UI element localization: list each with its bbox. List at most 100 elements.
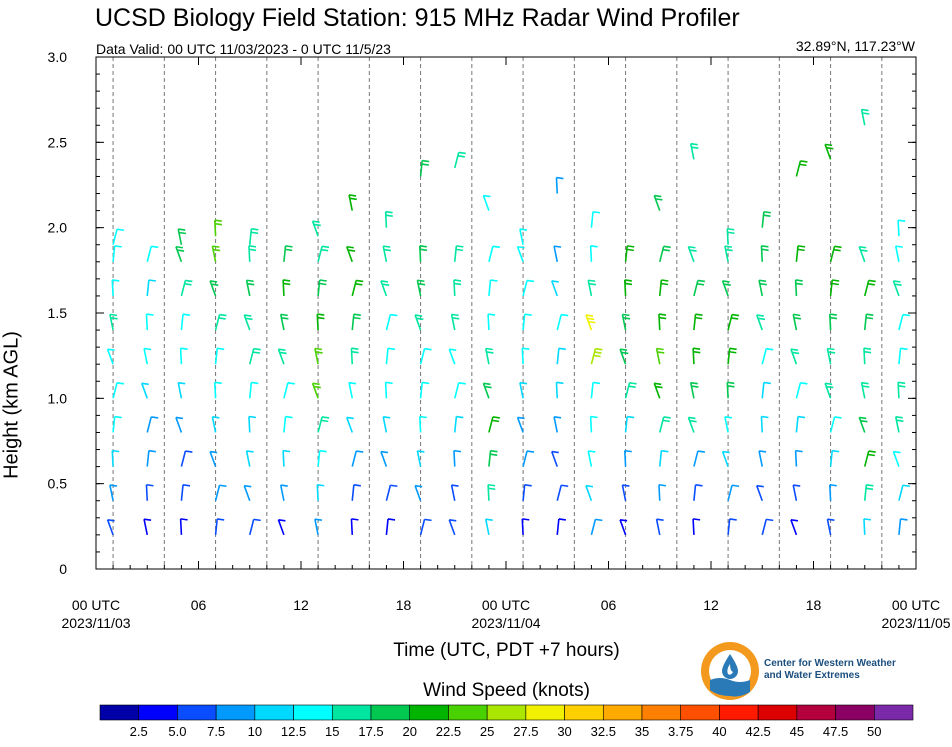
wind-barb-flag <box>864 350 872 354</box>
y-tick-label: 1.5 <box>48 305 68 321</box>
wind-barb <box>727 518 731 535</box>
wind-barb-flag <box>590 415 598 419</box>
colorbar-box <box>641 704 682 721</box>
wind-barb-flag <box>517 416 525 420</box>
wind-barb-flag <box>697 279 705 283</box>
wind-barb <box>858 246 866 263</box>
wind-barb <box>248 382 253 399</box>
wind-barb-flag <box>455 248 464 252</box>
wind-barb <box>756 485 764 502</box>
wind-barb <box>653 195 661 211</box>
wind-barb <box>551 280 559 297</box>
wind-barb-flag <box>218 317 226 320</box>
wind-barb-flag <box>763 210 771 214</box>
wind-barb-flag <box>112 279 120 282</box>
wind-barb-flag <box>212 415 220 419</box>
wind-barb <box>448 519 456 536</box>
colorbar-label: 50 <box>867 724 881 739</box>
wind-barb-flag <box>757 317 766 321</box>
wind-barb-flag <box>248 415 257 419</box>
wind-barb-flag <box>902 484 910 488</box>
wind-barb-flag <box>868 450 876 453</box>
x-tick-label: 00 UTC <box>482 597 530 613</box>
wind-barb <box>658 279 663 297</box>
wind-barb-flag <box>483 194 491 198</box>
logo-swirl-icon <box>727 664 733 675</box>
wind-barb-flag <box>688 245 696 249</box>
wind-barb-flag <box>490 279 498 282</box>
wind-barb-flag <box>451 484 459 487</box>
wind-barb-flag <box>795 279 803 282</box>
wind-barb-flag <box>588 282 597 286</box>
wind-barb-flag <box>863 518 872 521</box>
wind-barb-flag <box>184 283 192 286</box>
wind-barb-flag <box>451 313 459 317</box>
station-coordinates: 32.89°N, 117.23°W <box>795 38 915 54</box>
wind-barb <box>761 348 767 365</box>
wind-barb-flag <box>526 450 535 453</box>
wind-barb <box>179 518 183 535</box>
colorbar-box <box>719 704 759 721</box>
wind-barb <box>382 416 388 433</box>
wind-barb-flag <box>790 519 799 522</box>
wind-barb <box>448 348 456 365</box>
wind-barb-flag <box>758 279 767 283</box>
wind-barb <box>658 246 665 262</box>
wind-barb-flag <box>211 283 219 286</box>
wind-barb <box>106 519 114 536</box>
wind-barb-flag <box>626 248 634 252</box>
wind-barb <box>624 416 628 433</box>
wind-barb-flag <box>761 415 769 419</box>
wind-barb-flag <box>795 282 803 286</box>
wind-barb-flag <box>416 317 424 321</box>
wind-barb-flag <box>624 282 633 286</box>
wind-barb-flag <box>246 450 254 453</box>
wind-barb <box>658 484 661 501</box>
wind-barb-flag <box>214 222 223 226</box>
wind-barb-flag <box>517 245 525 249</box>
wind-barb <box>829 450 833 467</box>
wind-barb-flag <box>212 248 221 252</box>
wind-barb-flag <box>758 450 767 453</box>
wind-barb-flag <box>417 282 426 286</box>
wind-barb <box>522 484 526 501</box>
wind-barb-flag <box>585 484 594 488</box>
wind-barb-flag <box>177 249 185 252</box>
wind-barb <box>756 314 764 331</box>
wind-barb <box>214 348 218 365</box>
wind-barb-flag <box>414 484 423 488</box>
wind-barb-flag <box>556 176 564 180</box>
wind-barb <box>553 416 559 433</box>
wind-barb-flag <box>319 449 327 453</box>
wind-barb-flag <box>355 283 363 286</box>
wind-barb-flag <box>283 282 291 286</box>
wind-barb <box>385 348 389 365</box>
wind-barb <box>692 518 695 535</box>
y-tick-label: 3.0 <box>48 49 68 65</box>
wind-barb-flag <box>492 245 500 249</box>
wind-barb-flag <box>724 415 733 419</box>
wind-barb-flag <box>519 381 528 385</box>
wind-barb-flag <box>485 518 493 521</box>
wind-barb <box>863 484 868 501</box>
wind-barb <box>350 518 354 535</box>
wind-barb-flag <box>287 382 295 385</box>
colorbar-label: 7.5 <box>207 724 225 739</box>
wind-barb <box>587 280 593 297</box>
colorbar-box <box>680 704 720 721</box>
wind-barb-flag <box>894 283 902 286</box>
wind-barb-flag <box>490 449 498 453</box>
wind-barb <box>858 417 866 433</box>
wind-barb <box>419 382 423 399</box>
wind-barb-flag <box>178 231 187 235</box>
wind-barb-flag <box>321 248 329 252</box>
wind-barb-flag <box>285 248 293 252</box>
wind-barb <box>828 484 832 501</box>
wind-barb-flag <box>346 245 354 249</box>
wind-barb-flag <box>627 415 635 419</box>
wind-barb-flag <box>414 314 423 317</box>
wind-barb <box>145 314 149 331</box>
wind-barb <box>792 484 798 501</box>
wind-barb <box>522 450 528 467</box>
wind-barb-flag <box>180 347 188 351</box>
